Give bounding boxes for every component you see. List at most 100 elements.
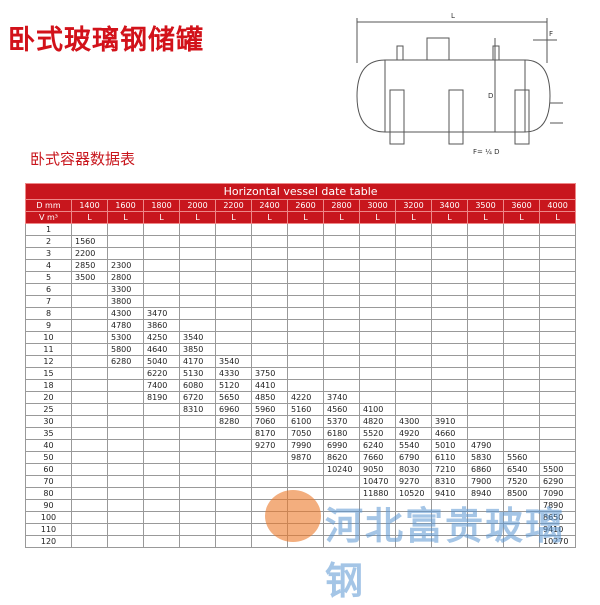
cell — [143, 271, 180, 284]
unit: L — [359, 211, 396, 224]
cell — [538, 439, 577, 452]
cell: 8280 — [215, 415, 252, 428]
cell — [359, 379, 396, 392]
cell: 5500 — [538, 463, 577, 476]
cell: 3470 — [143, 307, 180, 320]
cell — [287, 259, 324, 272]
cell — [467, 307, 504, 320]
cell — [179, 271, 216, 284]
cell — [71, 451, 108, 464]
cell — [503, 319, 540, 332]
cell — [287, 355, 324, 368]
cell: 4660 — [431, 427, 468, 440]
data-row: 9 4780 3860 — [25, 319, 577, 332]
cell: 2300 — [107, 259, 144, 272]
cell: 6290 — [538, 475, 577, 488]
cell: 9270 — [395, 475, 432, 488]
cell — [431, 223, 468, 236]
cell: 3500 — [71, 271, 108, 284]
volume: 80 — [25, 487, 72, 500]
volume: 35 — [25, 427, 72, 440]
cell: 3860 — [143, 319, 180, 332]
cell — [359, 283, 396, 296]
cell — [71, 475, 108, 488]
cell — [107, 487, 144, 500]
volume: 7 — [25, 295, 72, 308]
cell — [467, 223, 504, 236]
cell — [467, 427, 504, 440]
unit: L — [143, 211, 180, 224]
cell: 7050 — [287, 427, 324, 440]
cell — [323, 247, 360, 260]
cell — [251, 223, 288, 236]
data-row: 15 6220 5130 4330 3750 — [25, 367, 577, 380]
cell — [431, 283, 468, 296]
data-row: 60 10240 9050 8030 7210 6860 6540 5500 — [25, 463, 577, 476]
data-row: 120 10270 — [25, 535, 577, 548]
cell — [503, 235, 540, 248]
cell — [179, 235, 216, 248]
cell — [538, 307, 577, 320]
cell — [395, 391, 432, 404]
cell — [503, 271, 540, 284]
data-row: 12 6280 5040 4170 3540 — [25, 355, 577, 368]
volume: 1 — [25, 223, 72, 236]
cell — [143, 463, 180, 476]
cell — [503, 247, 540, 260]
cell — [251, 295, 288, 308]
cell: 6100 — [287, 415, 324, 428]
cell — [538, 283, 577, 296]
cell — [71, 511, 108, 524]
vessel-diagram: L F D F= ¼ D — [356, 12, 563, 156]
cell — [107, 451, 144, 464]
cell: 2200 — [71, 247, 108, 260]
cell — [215, 451, 252, 464]
cell — [503, 307, 540, 320]
cell — [71, 283, 108, 296]
cell — [359, 223, 396, 236]
volume: 9 — [25, 319, 72, 332]
cell: 3740 — [323, 391, 360, 404]
cell — [395, 367, 432, 380]
volume: 25 — [25, 403, 72, 416]
cell: 8620 — [323, 451, 360, 464]
cell — [215, 523, 252, 536]
cell — [71, 535, 108, 548]
cell — [323, 379, 360, 392]
cell — [395, 271, 432, 284]
cell — [359, 343, 396, 356]
cell — [538, 331, 577, 344]
cell: 4410 — [251, 379, 288, 392]
formula: F= ¼ D — [473, 148, 500, 156]
cell — [179, 439, 216, 452]
cell: 7060 — [251, 415, 288, 428]
cell — [215, 499, 252, 512]
cell — [287, 379, 324, 392]
cell — [215, 487, 252, 500]
cell — [107, 415, 144, 428]
data-row: 70 10470 9270 8310 7900 7520 6290 — [25, 475, 577, 488]
cell — [251, 247, 288, 260]
cell — [143, 259, 180, 272]
cell — [71, 379, 108, 392]
cell — [359, 247, 396, 260]
cell — [503, 391, 540, 404]
cell: 5960 — [251, 403, 288, 416]
cell — [143, 235, 180, 248]
cell — [287, 247, 324, 260]
cell: 6960 — [215, 403, 252, 416]
cell — [143, 439, 180, 452]
cell — [467, 355, 504, 368]
cell — [251, 343, 288, 356]
cell — [179, 523, 216, 536]
cell: 6860 — [467, 463, 504, 476]
cell: 6280 — [107, 355, 144, 368]
data-row: 80 11880 10520 9410 8940 8500 7090 — [25, 487, 577, 500]
cell — [143, 403, 180, 416]
cell — [215, 343, 252, 356]
cell — [71, 523, 108, 536]
cell — [359, 235, 396, 248]
cell: 4560 — [323, 403, 360, 416]
cell — [143, 295, 180, 308]
diameter: 2600 — [287, 199, 324, 212]
